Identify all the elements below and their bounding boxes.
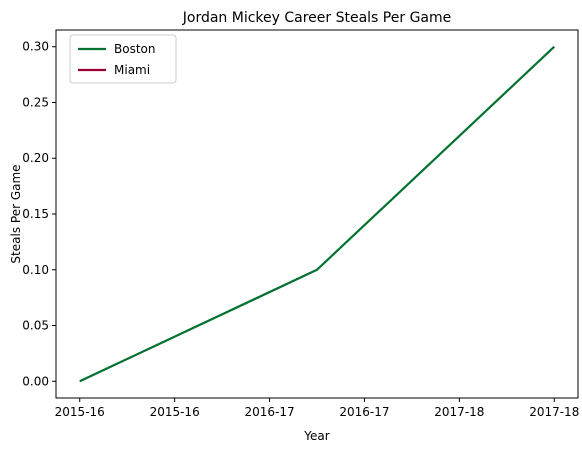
x-tick-label: 2017-18 (434, 405, 484, 419)
chart-title: Jordan Mickey Career Steals Per Game (182, 10, 452, 26)
x-tick-label: 2016-17 (244, 405, 294, 419)
y-axis-label: Steals Per Game (9, 164, 23, 263)
y-tick-label: 0.15 (22, 207, 49, 221)
x-tick-label: 2015-16 (55, 405, 105, 419)
series-layer (79, 45, 556, 383)
legend-label-miami: Miami (114, 63, 150, 77)
plot-frame (55, 29, 579, 399)
x-axis-label: Year (303, 429, 329, 443)
y-axis-ticks: 0.00 0.05 0.10 0.15 0.20 0.25 0.30 (22, 40, 56, 388)
y-tick-label: 0.25 (22, 95, 49, 109)
series-line-boston (79, 45, 556, 383)
y-tick-label: 0.30 (22, 40, 49, 54)
y-tick-label: 0.00 (22, 374, 49, 388)
x-tick-label: 2016-17 (339, 405, 389, 419)
x-tick-label: 2015-16 (150, 405, 200, 419)
y-tick-label: 0.05 (22, 319, 49, 333)
y-tick-label: 0.10 (22, 263, 49, 277)
legend-label-boston: Boston (114, 42, 155, 56)
y-tick-label: 0.20 (22, 151, 49, 165)
x-tick-label: 2017-18 (529, 405, 579, 419)
x-axis-ticks: 2015-16 2015-16 2016-17 2016-17 2017-18 2017-… (55, 398, 579, 419)
legend: Boston Miami (69, 34, 177, 84)
